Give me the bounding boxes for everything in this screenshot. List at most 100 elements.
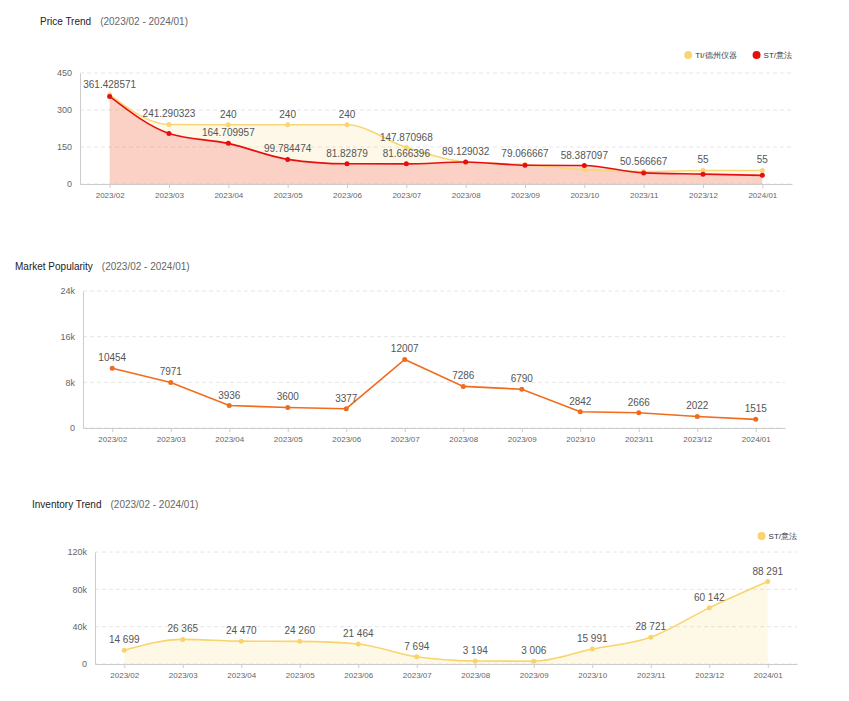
chart: Market Popularity(2023/02 - 2024/01)08k1… bbox=[15, 261, 786, 444]
data-label: 81.666396 bbox=[383, 148, 431, 159]
data-point bbox=[531, 659, 536, 664]
data-point bbox=[578, 409, 583, 414]
data-label: 15 991 bbox=[577, 633, 608, 644]
x-axis: 2023/022023/032023/042023/052023/062023/… bbox=[84, 428, 786, 444]
data-point bbox=[760, 168, 765, 173]
x-tick: 2023/07 bbox=[391, 428, 420, 444]
chart-title: Market Popularity bbox=[15, 261, 93, 272]
data-label: 60 142 bbox=[694, 592, 725, 603]
x-tick: 2023/09 bbox=[508, 428, 537, 444]
legend-label: TI/德州仪器 bbox=[695, 51, 736, 60]
data-point bbox=[760, 173, 765, 178]
data-label: 26 365 bbox=[167, 623, 198, 634]
data-label: 240 bbox=[279, 109, 296, 120]
data-label: 24 260 bbox=[284, 625, 315, 636]
x-axis: 2023/022023/032023/042023/052023/062023/… bbox=[81, 184, 793, 200]
x-tick: 2023/12 bbox=[689, 184, 718, 200]
data-point bbox=[519, 387, 524, 392]
x-tick: 2023/07 bbox=[403, 664, 432, 680]
plot-marks bbox=[107, 92, 765, 184]
x-axis-line bbox=[81, 184, 793, 185]
x-tick-label: 2023/07 bbox=[391, 435, 420, 444]
legend-item: ST/意法 bbox=[758, 532, 797, 541]
data-label: 1515 bbox=[745, 403, 768, 414]
data-label: 12007 bbox=[391, 343, 419, 354]
data-point bbox=[345, 161, 350, 166]
y-tick: 0 bbox=[70, 423, 83, 433]
x-tick-mark bbox=[534, 664, 535, 668]
x-tick: 2023/08 bbox=[461, 664, 490, 680]
x-tick-label: 2023/04 bbox=[215, 435, 244, 444]
x-tick-mark bbox=[525, 184, 526, 188]
x-tick-mark bbox=[709, 664, 710, 668]
y-tick-label: 0 bbox=[67, 179, 72, 189]
y-axis-line bbox=[80, 74, 81, 185]
data-labels: 361.428571241.290323240240240147.8709688… bbox=[83, 79, 768, 167]
data-label: 55 bbox=[757, 154, 769, 165]
y-tick-label: 40k bbox=[72, 622, 87, 632]
x-tick-mark bbox=[697, 428, 698, 432]
y-axis-line bbox=[83, 292, 84, 429]
x-tick-label: 2023/02 bbox=[98, 435, 127, 444]
y-tick: 0 bbox=[67, 179, 80, 189]
x-tick-mark bbox=[110, 184, 111, 188]
x-tick-mark bbox=[417, 664, 418, 668]
data-label: 88 291 bbox=[752, 566, 783, 577]
data-label: 3 194 bbox=[463, 645, 488, 656]
x-tick: 2024/01 bbox=[754, 664, 783, 680]
x-tick: 2024/01 bbox=[748, 184, 777, 200]
grid-line bbox=[83, 291, 785, 292]
x-tick: 2023/08 bbox=[452, 184, 481, 200]
data-label: 10454 bbox=[98, 352, 126, 363]
x-tick-label: 2023/12 bbox=[695, 671, 724, 680]
y-axis: 040k80k120k bbox=[67, 547, 95, 669]
data-label: 55 bbox=[697, 154, 709, 165]
series-area bbox=[124, 582, 768, 664]
data-point bbox=[404, 161, 409, 166]
x-tick-label: 2023/05 bbox=[274, 435, 303, 444]
x-tick-label: 2023/05 bbox=[286, 671, 315, 680]
x-tick-mark bbox=[241, 664, 242, 668]
x-tick: 2023/02 bbox=[110, 664, 139, 680]
data-label: 240 bbox=[220, 109, 237, 120]
data-point bbox=[701, 172, 706, 177]
x-tick: 2023/11 bbox=[625, 428, 654, 444]
data-point bbox=[345, 122, 350, 127]
y-tick: 450 bbox=[57, 68, 80, 78]
y-tick-label: 0 bbox=[70, 423, 75, 433]
x-tick-label: 2023/09 bbox=[508, 435, 537, 444]
data-label: 7971 bbox=[160, 366, 183, 377]
data-point bbox=[463, 160, 468, 165]
data-point bbox=[285, 122, 290, 127]
data-point bbox=[523, 162, 528, 167]
y-tick: 120k bbox=[67, 547, 95, 557]
y-axis-line bbox=[95, 553, 96, 665]
data-point bbox=[110, 366, 115, 371]
x-tick: 2023/02 bbox=[96, 184, 125, 200]
legend-swatch bbox=[753, 51, 761, 59]
grid-line bbox=[95, 589, 797, 590]
x-tick-mark bbox=[644, 184, 645, 188]
data-point bbox=[641, 170, 646, 175]
data-label: 6790 bbox=[511, 373, 534, 384]
data-labels: 14 69926 36524 47024 26021 4647 6943 194… bbox=[109, 566, 784, 657]
x-tick-label: 2024/01 bbox=[754, 671, 783, 680]
grid-line bbox=[83, 382, 785, 383]
x-tick-mark bbox=[228, 184, 229, 188]
data-label: 21 464 bbox=[343, 628, 374, 639]
data-point bbox=[226, 141, 231, 146]
data-point bbox=[297, 639, 302, 644]
chart: Price Trend(2023/02 - 2024/01)0150300450… bbox=[40, 16, 793, 200]
data-point bbox=[707, 605, 712, 610]
y-tick: 300 bbox=[57, 105, 80, 115]
data-label: 14 699 bbox=[109, 634, 140, 645]
x-tick: 2023/09 bbox=[520, 664, 549, 680]
x-tick-mark bbox=[112, 428, 113, 432]
x-tick-mark bbox=[288, 184, 289, 188]
data-point bbox=[582, 163, 587, 168]
x-tick-mark bbox=[762, 184, 763, 188]
data-point bbox=[344, 406, 349, 411]
x-tick-mark bbox=[169, 184, 170, 188]
data-point bbox=[122, 648, 127, 653]
x-tick-mark bbox=[183, 664, 184, 668]
